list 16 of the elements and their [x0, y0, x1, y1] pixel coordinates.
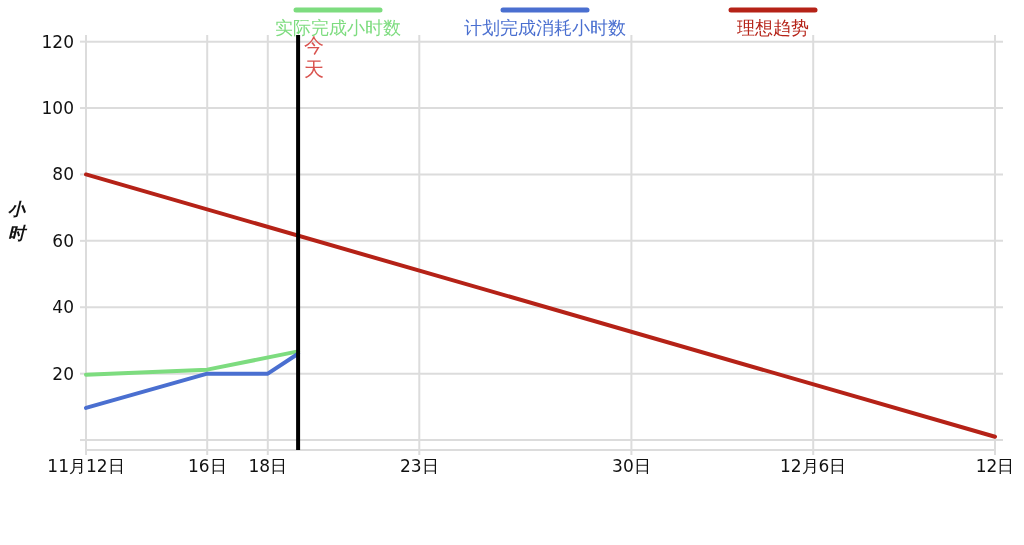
x-tick-label: 30日 — [612, 456, 651, 476]
y-axis-title: 小时 — [7, 199, 28, 243]
legend-label: 计划完成消耗小时数 — [464, 17, 626, 38]
y-tick-label: 60 — [52, 230, 74, 251]
y-tick-label: 20 — [52, 363, 74, 384]
x-tick-label: 12日 — [975, 456, 1015, 476]
y-tick-label: 100 — [41, 98, 74, 119]
x-tick-label: 16日 — [187, 456, 227, 476]
y-tick-label: 40 — [52, 297, 74, 318]
x-tick-label: 11月12日 — [47, 456, 125, 476]
y-tick-label: 120 — [41, 31, 74, 52]
legend-label: 理想趋势 — [737, 17, 809, 38]
x-tick-label: 18日 — [248, 456, 288, 476]
x-tick-label: 12月6日 — [779, 456, 847, 476]
y-tick-label: 80 — [52, 164, 74, 185]
x-tick-label: 23日 — [399, 456, 439, 476]
